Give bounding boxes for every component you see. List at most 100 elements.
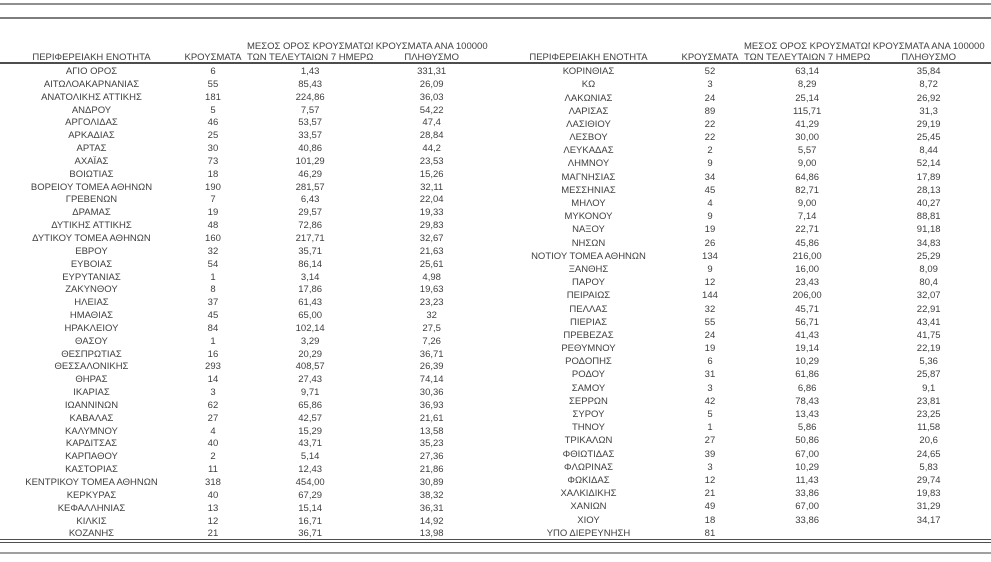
region-cell: ΘΗΡΑΣ	[75, 374, 108, 386]
table-row: ΦΩΚΙΔΑΣ 12 11,43 29,74	[501, 475, 987, 488]
cases-cell: 19	[207, 207, 219, 219]
table-row: ΣΑΜΟΥ 3 6,86 9,1	[501, 383, 987, 396]
region-cell: ΣΕΡΡΩΝ	[569, 395, 608, 407]
cases-cell: 55	[207, 78, 219, 90]
table-row: ΚΟΖΑΝΗΣ 21 36,71 13,98	[4, 528, 490, 541]
table-row: ΧΑΝΙΩΝ 49 67,00 31,29	[501, 501, 987, 514]
avg7-cell: 16,00	[795, 263, 820, 275]
per100k-cell: 7,26	[422, 335, 441, 347]
table-body-right: ΚΟΡΙΝΘΙΑΣ 52 63,14 35,84 ΚΩ 3 8,29 8,72 ΛΑΚΩΝΙΑΣ…	[501, 66, 987, 541]
cases-cell: 89	[704, 105, 716, 117]
table-row: ΚΩ 3 8,29 8,72	[501, 79, 987, 92]
avg7-cell: 9,00	[797, 158, 817, 170]
region-cell: ΦΩΚΙΔΑΣ	[567, 474, 610, 486]
table-row: ΥΠΟ ΔΙΕΡΕΥΝΗΣΗ 81	[501, 528, 987, 542]
cases-cell: 1	[210, 271, 216, 283]
region-cell: ΛΑΡΙΣΑΣ	[568, 105, 609, 117]
column-header-per100k-line1: ΚΡΟΥΣΜΑΤΑ ΑΝΑ 100000	[375, 41, 488, 53]
cases-cell: 45	[207, 310, 219, 322]
cases-cell: 160	[205, 232, 221, 244]
per100k-cell: 15,26	[419, 168, 444, 180]
avg7-cell: 46,29	[298, 168, 323, 180]
table-row: ΚΑΒΑΛΑΣ 27 42,57 21,61	[4, 413, 490, 426]
cases-cell: 34	[704, 171, 716, 183]
cases-cell: 84	[207, 322, 219, 334]
per100k-cell: 26,09	[419, 78, 444, 90]
table-row: ΠΙΕΡΙΑΣ 55 56,71 43,41	[501, 317, 987, 330]
table-row: ΠΡΕΒΕΖΑΣ 24 41,43 41,75	[501, 330, 987, 343]
region-cell: ΠΕΙΡΑΙΩΣ	[566, 290, 611, 302]
region-cell: ΕΥΒΟΙΑΣ	[70, 258, 113, 270]
cases-cell: 16	[207, 348, 219, 360]
avg7-cell: 8,29	[797, 79, 817, 91]
per100k-cell: 4,98	[422, 271, 441, 283]
region-cell: ΚΕΝΤΡΙΚΟΥ ΤΟΜΕΑ ΑΘΗΝΩΝ	[25, 477, 158, 488]
top-rule-lower	[0, 17, 991, 19]
cases-cell: 181	[205, 91, 221, 103]
avg7-cell: 43,71	[298, 438, 323, 450]
table-row: ΡΟΔΟΥ 31 61,86 25,87	[501, 369, 987, 382]
avg7-cell: 64,86	[795, 171, 820, 183]
table-row: ΙΚΑΡΙΑΣ 3 9,71 30,36	[4, 387, 490, 400]
cases-cell: 32	[704, 303, 716, 315]
region-cell: ΗΜΑΘΙΑΣ	[69, 310, 114, 322]
table-row: ΠΑΡΟΥ 12 23,43 80,4	[501, 277, 987, 290]
column-header-region: ΠΕΡΙΦΕΡΕΙΑΚΗ ΕΝΟΤΗΤΑ	[4, 20, 179, 66]
region-cell: ΑΧΑΪΑΣ	[74, 155, 109, 167]
per100k-cell: 44,2	[422, 143, 441, 155]
cases-cell: 18	[207, 168, 219, 180]
cases-cell: 22	[704, 118, 716, 130]
table-row: ΔΥΤΙΚΟΥ ΤΟΜΕΑ ΑΘΗΝΩΝ 160 217,71 32,67	[4, 233, 490, 246]
cases-cell: 19	[704, 343, 716, 355]
region-cell: ΤΡΙΚΑΛΩΝ	[564, 435, 613, 447]
header-row: ΠΕΡΙΦΕΡΕΙΑΚΗ ΕΝΟΤΗΤΑ ΚΡΟΥΣΜΑΤΑ ΜΕΣΟΣ ΟΡΟ…	[501, 20, 987, 66]
per100k-cell: 32,11	[420, 181, 444, 193]
per100k-cell: 88,81	[916, 211, 941, 223]
table-row: ΡΕΘΥΜΝΟΥ 19 19,14 22,19	[501, 343, 987, 356]
region-cell: ΙΩΑΝΝΙΝΩΝ	[64, 399, 119, 411]
avg7-cell: 281,57	[295, 181, 325, 193]
per100k-cell: 30,89	[419, 477, 444, 488]
cases-cell: 2	[210, 451, 216, 463]
cases-cell: 42	[704, 395, 716, 407]
avg7-cell: 78,43	[795, 395, 820, 407]
per100k-cell: 26,39	[419, 361, 444, 373]
region-cell: ΧΑΝΙΩΝ	[570, 501, 607, 513]
region-cell: ΛΕΣΒΟΥ	[569, 132, 608, 144]
cases-cell: 49	[704, 501, 716, 513]
table-row: ΦΘΙΩΤΙΔΑΣ 39 67,00 24,65	[501, 448, 987, 461]
per100k-cell: 13,98	[419, 528, 444, 540]
cases-cell: 22	[704, 132, 716, 144]
avg7-cell: 35,71	[298, 245, 323, 257]
cases-cell: 26	[704, 237, 716, 249]
table-row: ΚΙΛΚΙΣ 12 16,71 14,92	[4, 516, 490, 529]
column-header-avg7-line1: ΜΕΣΟΣ ΟΡΟΣ ΚΡΟΥΣΜΑΤΩΝ	[246, 41, 374, 53]
cases-cell: 30	[207, 143, 219, 155]
region-cell: ΝΑΞΟΥ	[572, 224, 605, 236]
avg7-cell: 41,43	[795, 329, 820, 341]
table-row: ΞΑΝΘΗΣ 9 16,00 8,09	[501, 264, 987, 277]
region-cell: ΚΕΡΚΥΡΑΣ	[66, 489, 117, 501]
region-cell: ΚΕΦΑΛΛΗΝΙΑΣ	[57, 502, 126, 514]
per100k-cell: 32,07	[916, 290, 941, 302]
column-header-per100k-line2: ΠΛΗΘΥΣΜΟ	[901, 52, 956, 64]
avg7-cell: 216,00	[792, 250, 822, 262]
table-row: ΑΓΙΟ ΟΡΟΣ 6 1,43 331,31	[4, 66, 490, 79]
avg7-cell: 9,71	[300, 387, 320, 399]
cases-cell: 5	[707, 409, 713, 421]
table-bottom-double-rule	[0, 539, 991, 543]
table-row: ΙΩΑΝΝΙΝΩΝ 62 65,86 36,93	[4, 400, 490, 413]
per100k-cell: 13,58	[419, 425, 444, 437]
column-header-per100k-line1: ΚΡΟΥΣΜΑΤΑ ΑΝΑ 100000	[872, 41, 985, 53]
region-cell: ΚΟΖΑΝΗΣ	[68, 528, 115, 540]
cases-cell: 8	[210, 284, 216, 296]
cases-cell: 9	[707, 211, 713, 223]
per100k-cell: 19,63	[419, 284, 444, 296]
cases-cell: 293	[205, 361, 221, 373]
per100k-cell: 23,81	[916, 395, 941, 407]
table-row: ΗΛΕΙΑΣ 37 61,43 23,23	[4, 297, 490, 310]
avg7-cell: 19,14	[795, 343, 820, 355]
table-row: ΘΑΣΟΥ 1 3,29 7,26	[4, 336, 490, 349]
table-row: ΘΕΣΣΑΛΟΝΙΚΗΣ 293 408,57 26,39	[4, 361, 490, 374]
cases-cell: 25	[207, 130, 219, 142]
